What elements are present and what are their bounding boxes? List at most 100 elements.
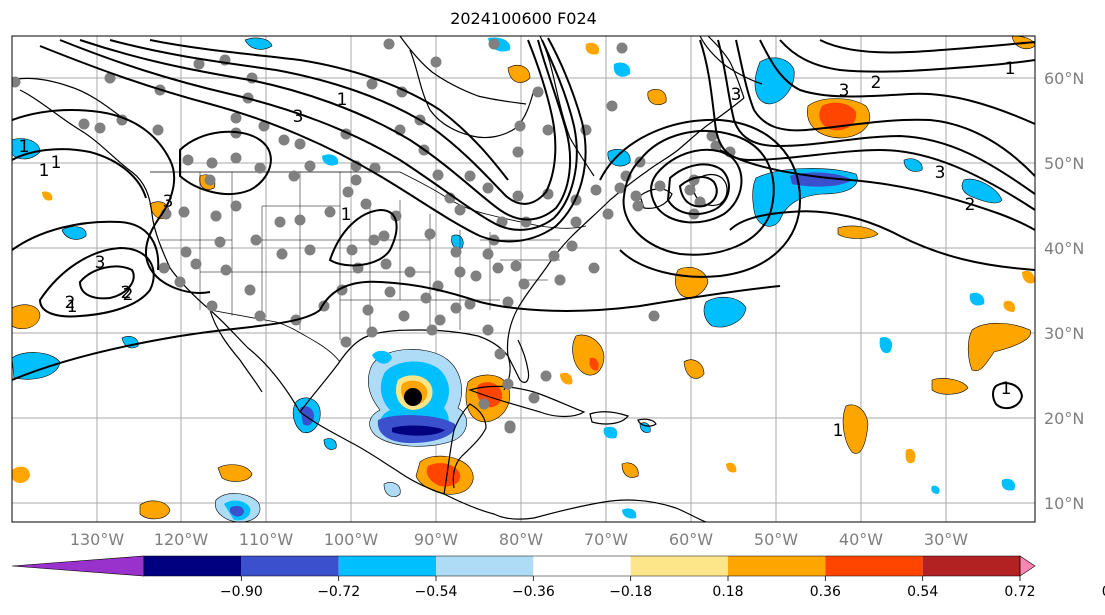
station-dot xyxy=(190,258,202,270)
station-dot xyxy=(450,302,462,314)
station-dot xyxy=(426,324,438,336)
station-dot xyxy=(378,230,390,242)
station-dot xyxy=(104,72,116,84)
station-dot xyxy=(492,262,504,274)
longitude-label: 110°W xyxy=(239,530,294,549)
station-dot xyxy=(502,378,514,390)
map-title: 2024100600 F024 xyxy=(450,9,597,28)
station-dot xyxy=(482,324,494,336)
station-dot xyxy=(532,86,544,98)
station-dot xyxy=(488,38,500,50)
station-dot xyxy=(360,198,372,210)
station-dot xyxy=(590,184,602,196)
colorbar-tick-label: −0.54 xyxy=(415,584,458,600)
station-dot xyxy=(398,310,410,322)
station-dot xyxy=(470,270,482,282)
station-dot xyxy=(193,58,205,70)
station-dot xyxy=(482,182,494,194)
station-dot xyxy=(502,296,514,308)
latitude-label: 20°N xyxy=(1044,409,1084,428)
station-dot xyxy=(434,314,446,326)
colorbar-segment xyxy=(436,556,534,576)
station-dot xyxy=(254,310,266,322)
station-dot xyxy=(430,56,442,68)
station-dot xyxy=(214,236,226,248)
station-dot xyxy=(710,140,722,152)
station-dot xyxy=(390,210,402,222)
station-dot xyxy=(454,266,466,278)
station-dot xyxy=(548,250,560,262)
station-dot xyxy=(566,240,578,252)
station-dot xyxy=(340,336,352,348)
station-dot xyxy=(510,260,522,272)
station-dot xyxy=(204,174,216,186)
station-dot xyxy=(383,38,395,50)
contour-label: 2 xyxy=(871,73,882,93)
contour-label: 2 xyxy=(965,195,976,215)
station-dot xyxy=(454,204,466,216)
station-dot xyxy=(542,188,554,200)
contour-lines xyxy=(12,37,1035,410)
station-dot xyxy=(396,86,408,98)
station-dot xyxy=(520,216,532,228)
station-dot xyxy=(420,292,432,304)
colorbar-segment xyxy=(241,556,339,576)
latitude-label: 50°N xyxy=(1044,154,1084,173)
storm-center-marker xyxy=(404,388,422,406)
station-dot xyxy=(94,122,106,134)
colorbar-tick-label: 0.18 xyxy=(712,584,743,600)
contour-label: 3 xyxy=(293,107,304,127)
longitude-label: 100°W xyxy=(324,530,379,549)
station-dot xyxy=(554,274,566,286)
longitude-label: 80°W xyxy=(499,530,543,549)
colorbar-segment xyxy=(922,556,1020,576)
colorbar-tick-label: 0.36 xyxy=(810,584,841,600)
contour-label: 1 xyxy=(833,421,844,441)
station-dot xyxy=(482,248,494,260)
station-dot xyxy=(654,180,666,192)
latitude-label: 60°N xyxy=(1044,69,1084,88)
station-dot xyxy=(182,154,194,166)
station-dot xyxy=(518,278,530,290)
station-dot xyxy=(220,264,232,276)
station-dot xyxy=(450,246,462,258)
station-dot xyxy=(542,124,554,136)
station-dot xyxy=(616,42,628,54)
contour-label: 1 xyxy=(1001,379,1012,399)
station-dot xyxy=(158,262,170,274)
longitude-label: 40°W xyxy=(839,530,883,549)
station-dot xyxy=(366,326,378,338)
colorbar-min-arrow xyxy=(11,555,145,577)
colorbar-max-arrow xyxy=(1019,555,1036,577)
station-dot xyxy=(174,276,186,288)
station-dot xyxy=(178,206,190,218)
latitude-labels: 60°N 50°N 40°N 30°N 20°N 10°N xyxy=(1044,69,1084,513)
station-dot xyxy=(706,130,718,142)
station-dot xyxy=(614,182,626,194)
longitude-label: 90°W xyxy=(414,530,458,549)
colorbar-segment xyxy=(338,556,436,576)
coastlines xyxy=(12,36,763,522)
station-dot xyxy=(606,100,618,112)
longitude-labels: 130°W 120°W 110°W 100°W 90°W 80°W 70°W 60°W 50°W… xyxy=(70,530,968,549)
latitude-label: 10°N xyxy=(1044,494,1084,513)
contour-label: 1 xyxy=(51,153,62,173)
station-dot xyxy=(258,120,270,132)
colorbar-segment xyxy=(825,556,923,576)
contour-label: 3 xyxy=(95,253,106,273)
station-dot xyxy=(632,200,644,212)
contour-label: 1 xyxy=(1005,59,1016,79)
colorbar-tick-label: −0.90 xyxy=(220,584,263,600)
station-dot xyxy=(324,206,336,218)
contour-label: 3 xyxy=(935,163,946,183)
contour-label: 3 xyxy=(163,192,174,212)
colorbar-tick-label: −0.18 xyxy=(609,584,652,600)
station-dot xyxy=(478,398,490,410)
station-dot xyxy=(180,246,192,258)
station-dot xyxy=(366,78,378,90)
contour-label: 1 xyxy=(341,205,352,225)
colorbar-tick-label: 0.54 xyxy=(907,584,938,600)
longitude-label: 70°W xyxy=(584,530,628,549)
longitude-label: 60°W xyxy=(669,530,713,549)
